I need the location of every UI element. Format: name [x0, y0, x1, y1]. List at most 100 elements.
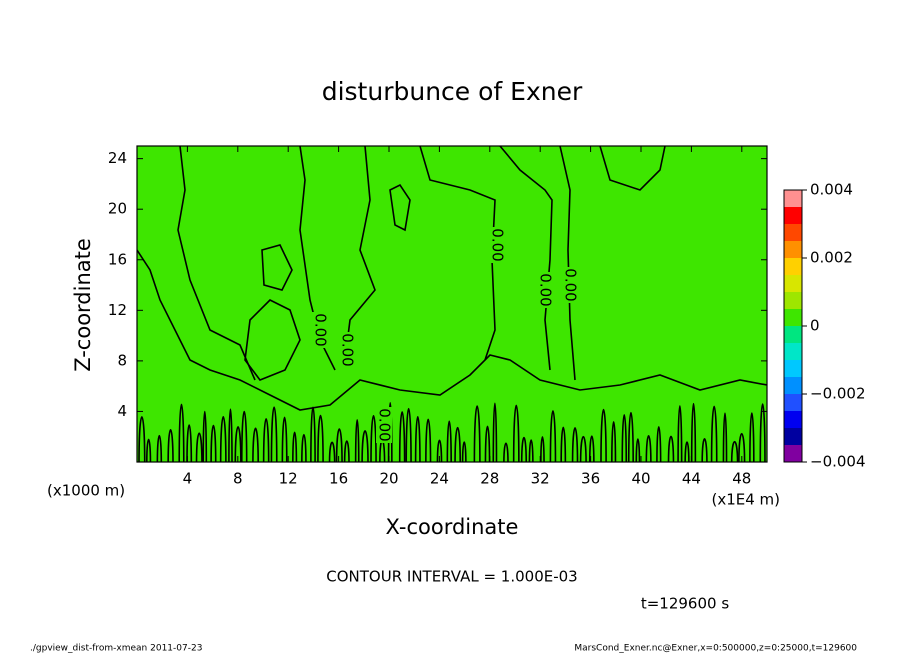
colorbar-band [784, 394, 802, 411]
contour-line [722, 412, 728, 462]
y-tick-label: 16 [108, 250, 127, 268]
contour-line [627, 411, 634, 462]
contour-line [270, 406, 278, 462]
footer-left: ./gpview_dist-from-xmean 2011-07-23 [30, 644, 202, 654]
y-tick-label: 20 [108, 200, 127, 218]
contour-line [473, 405, 481, 462]
colorbar-band [784, 411, 802, 428]
contour-line [419, 146, 496, 361]
colorbar-band [784, 224, 802, 241]
footer-right: MarsCond_Exner.nc@Exner,x=0:500000,z=0:2… [574, 644, 857, 654]
x-tick-label: 48 [732, 470, 751, 488]
contour-label: 0.00 [312, 313, 330, 346]
contour-line [710, 406, 718, 462]
contour-line [195, 432, 203, 462]
contour-line [156, 435, 163, 462]
x-tick-label: 12 [279, 470, 298, 488]
contour-line [690, 403, 697, 462]
contour-line [335, 428, 343, 462]
contours [137, 146, 767, 462]
contour-line [446, 420, 452, 462]
contour-line [177, 146, 256, 381]
x-tick-label: 4 [183, 470, 193, 488]
contour-line [292, 431, 298, 462]
contour-line [499, 146, 553, 371]
colorbar-tick-label: 0.002 [810, 249, 853, 267]
contour-interval: CONTOUR INTERVAL = 1.000E-03 [326, 568, 577, 586]
colorbar-band [784, 360, 802, 377]
contour-line [234, 426, 242, 462]
contour-label-bg [562, 267, 578, 303]
contour-line [262, 418, 270, 462]
contour-line [749, 412, 755, 462]
time-label: t=129600 s [641, 595, 729, 613]
y-tick-label: 8 [117, 351, 127, 369]
x-tick-label: 16 [329, 470, 348, 488]
contour-line [202, 410, 208, 462]
contour-line [559, 146, 576, 381]
contour-line [549, 410, 557, 462]
contour-line [167, 428, 174, 462]
contour-line [240, 411, 248, 462]
colorbar-band [784, 309, 802, 326]
x-unit: (x1E4 m) [711, 491, 780, 509]
colorbar-tick-label: −0.002 [810, 385, 866, 403]
colorbar-tick-label: 0 [810, 317, 820, 335]
contour-line [219, 415, 227, 462]
contour-line [425, 418, 432, 462]
contour-line [414, 416, 421, 462]
y-tick-label: 4 [117, 402, 127, 420]
colorbar-band [784, 428, 802, 445]
contour-line [261, 244, 293, 291]
contour-line [759, 403, 766, 462]
x-tick-label: 28 [480, 470, 499, 488]
contour-label-bg [537, 272, 553, 308]
colorbar-tick-label: 0.004 [810, 181, 853, 199]
y-unit: (x1000 m) [47, 482, 125, 500]
contour-line [512, 404, 520, 462]
chart-title: disturbunce of Exner [322, 77, 583, 106]
contour-line [328, 441, 336, 462]
colorbar-band [784, 343, 802, 360]
y-tick-label: 12 [108, 301, 127, 319]
contour-line [588, 435, 595, 462]
contour-line [667, 435, 675, 462]
field-fill [137, 146, 767, 462]
contour-line [484, 425, 491, 462]
contour-label-bg [339, 332, 355, 368]
contour-line [611, 421, 617, 462]
plot-frame [136, 145, 768, 463]
contour-line [361, 430, 369, 462]
colorbar-band [784, 275, 802, 292]
contour-line [317, 414, 324, 462]
colorbar-band [784, 445, 802, 462]
contour-line [454, 427, 462, 462]
x-tick-label: 20 [379, 470, 398, 488]
x-tick-label: 24 [430, 470, 449, 488]
contour-line [405, 408, 412, 462]
y-tick-label: 24 [108, 149, 127, 167]
contour-line [599, 146, 666, 191]
colorbar-band [784, 258, 802, 275]
contour-line [461, 441, 467, 462]
contour-line [343, 440, 350, 462]
contour-line [520, 437, 528, 462]
contour-label-bg [376, 407, 392, 443]
contour-label: 0.00 [537, 273, 555, 306]
x-tick-label: 36 [581, 470, 600, 488]
contour-label: 0.00 [562, 268, 580, 301]
contour-line [186, 424, 193, 462]
contour-line [560, 426, 567, 462]
contour-line [684, 441, 690, 462]
contour-line [301, 433, 307, 462]
contour-line [730, 441, 739, 462]
contour-line [579, 436, 587, 462]
contour-line [281, 416, 288, 462]
colorbar-band [784, 241, 802, 258]
contour-line [635, 438, 641, 462]
contour-line [492, 402, 498, 462]
colorbar-tick-label: −0.004 [810, 453, 866, 471]
contour-label: 0.00 [376, 408, 394, 441]
contour-line [398, 411, 406, 462]
